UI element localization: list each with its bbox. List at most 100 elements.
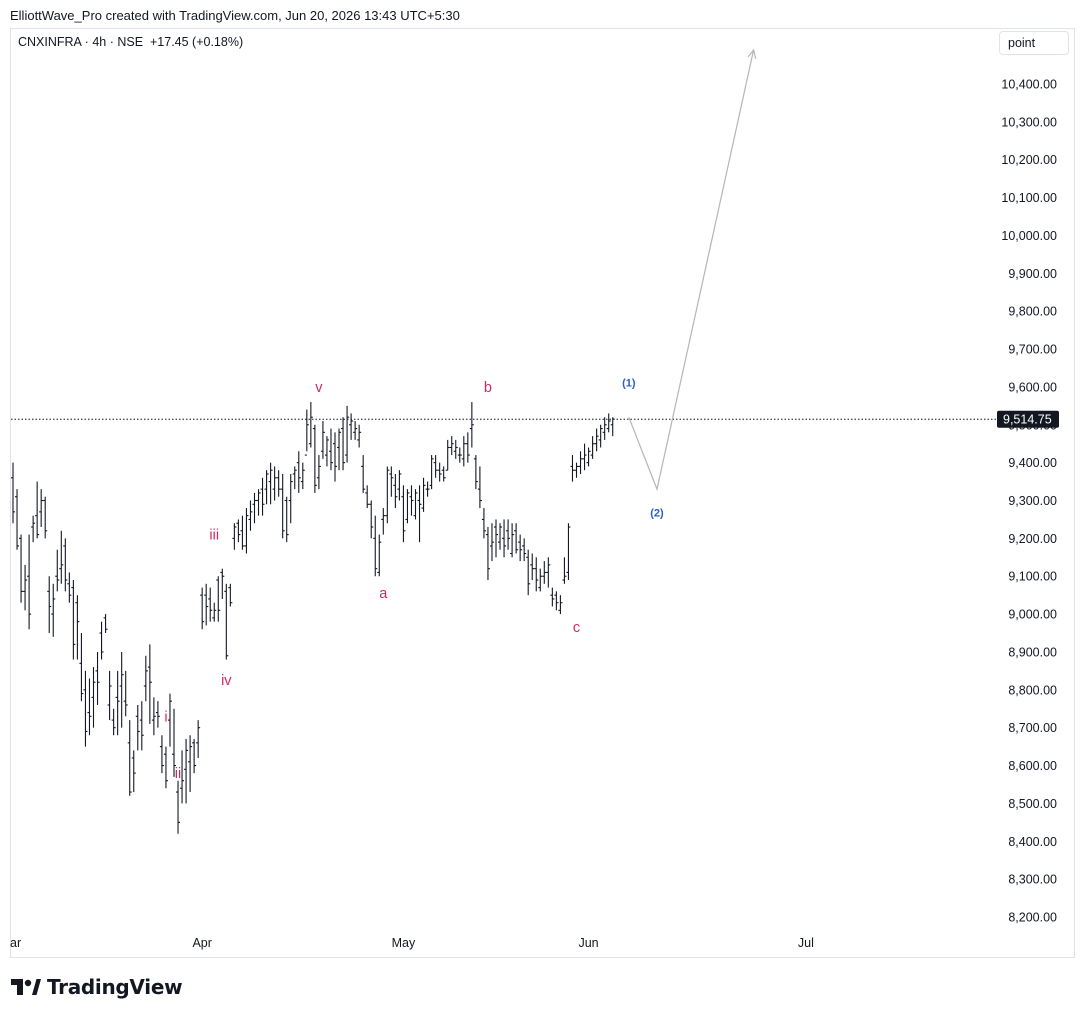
ohlc-bar xyxy=(95,651,100,705)
ohlc-bar xyxy=(477,466,482,509)
ohlc-bar xyxy=(59,530,64,584)
ohlc-bar xyxy=(489,523,494,562)
ohlc-bar xyxy=(610,417,615,437)
projection-line xyxy=(628,49,755,492)
ohlc-bar xyxy=(196,720,201,758)
price-tick-label: 9,200.00 xyxy=(1008,532,1057,546)
chart-frame[interactable] xyxy=(10,28,1075,958)
ohlc-bar xyxy=(111,708,116,736)
ohlc-bar xyxy=(276,470,281,497)
wave-label: c xyxy=(573,620,580,636)
ohlc-bar xyxy=(429,455,434,490)
ohlc-bar xyxy=(405,489,410,524)
ohlc-bar xyxy=(473,455,478,490)
ohlc-bar xyxy=(316,455,321,490)
ohlc-bar xyxy=(538,568,543,592)
ohlc-bar xyxy=(27,534,32,630)
ohlc-bar xyxy=(465,432,470,463)
price-unit-button[interactable]: point xyxy=(999,31,1069,55)
ohlc-bar xyxy=(260,477,265,516)
ohlc-bar xyxy=(554,591,559,611)
ohlc-bar xyxy=(123,670,128,717)
ohlc-bar xyxy=(131,750,136,793)
ohlc-bar xyxy=(578,451,583,474)
ohlc-bar xyxy=(534,557,539,592)
price-tick-label: 10,300.00 xyxy=(1001,115,1057,129)
price-tick-label: 8,300.00 xyxy=(1008,873,1057,887)
ohlc-bar xyxy=(413,489,418,520)
symbol-change: +17.45 (+0.18%) xyxy=(149,35,244,49)
ohlc-bar xyxy=(176,780,181,834)
ohlc-bar xyxy=(433,455,438,478)
ohlc-bar xyxy=(143,655,148,702)
symbol-exchange: NSE xyxy=(117,35,144,49)
price-tick-label: 8,400.00 xyxy=(1008,835,1057,849)
price-tick-label: 9,900.00 xyxy=(1008,267,1057,281)
ohlc-bar xyxy=(353,420,358,440)
ohlc-bar xyxy=(514,523,519,554)
ohlc-bar xyxy=(389,466,394,497)
ohlc-bar xyxy=(373,515,378,577)
ohlc-bar xyxy=(167,693,172,747)
wave-label: (1) xyxy=(622,377,636,389)
ohlc-bar xyxy=(119,651,124,728)
ohlc-bar xyxy=(300,462,305,490)
time-tick-label: Jun xyxy=(578,936,598,950)
ohlc-bar xyxy=(248,500,253,531)
symbol-legend[interactable]: CNXINFRA · 4h · NSE +17.45 (+0.18%) xyxy=(18,35,244,49)
ohlc-bar xyxy=(224,583,229,660)
ohlc-bar xyxy=(296,451,301,493)
ohlc-bar xyxy=(530,553,535,581)
ohlc-bar xyxy=(79,633,84,702)
price-tick-label: 8,700.00 xyxy=(1008,721,1057,735)
price-tick-label: 10,200.00 xyxy=(1001,153,1057,167)
ohlc-bar xyxy=(31,515,36,543)
ohlc-bar xyxy=(494,519,498,558)
ohlc-bar xyxy=(333,432,337,482)
ohlc-bar xyxy=(598,424,603,448)
ohlc-bar xyxy=(11,462,15,524)
ohlc-bar xyxy=(216,576,221,622)
ohlc-bar xyxy=(510,523,515,558)
ohlc-bar xyxy=(264,470,269,505)
ohlc-bar xyxy=(91,667,96,728)
ohlc-bar xyxy=(606,413,611,433)
time-tick-label: Apr xyxy=(192,936,211,950)
ohlc-bar xyxy=(107,670,112,721)
ohlc-bar xyxy=(522,538,527,562)
ohlc-bar xyxy=(324,436,329,467)
ohlc-bar xyxy=(381,508,386,535)
ohlc-bar xyxy=(441,466,446,482)
ohlc-bar xyxy=(151,697,156,736)
ohlc-bar xyxy=(200,587,205,630)
ohlc-bar xyxy=(445,439,450,471)
ohlc-bars xyxy=(11,402,615,834)
tradingview-logo-text: TradingView xyxy=(47,975,183,999)
ohlc-bar xyxy=(502,519,507,558)
ohlc-bar xyxy=(87,678,92,736)
ohlc-bar xyxy=(75,595,80,660)
wave-label: a xyxy=(379,586,388,602)
price-tick-label: 10,000.00 xyxy=(1001,229,1057,243)
ohlc-bar xyxy=(397,470,402,501)
ohlc-bar xyxy=(236,519,241,543)
ohlc-bar xyxy=(550,587,555,607)
ohlc-bar xyxy=(288,473,293,524)
ohlc-bar xyxy=(184,739,189,804)
price-tick-label: 10,400.00 xyxy=(1001,78,1057,92)
ohlc-bar xyxy=(71,580,76,660)
ohlc-bar xyxy=(180,750,185,804)
tradingview-logo[interactable]: TradingView xyxy=(11,975,183,999)
ohlc-bar xyxy=(377,534,382,577)
ohlc-bar xyxy=(586,447,591,467)
ohlc-bar xyxy=(67,572,72,603)
ohlc-bar xyxy=(518,534,523,562)
ohlc-bar xyxy=(83,670,88,747)
ohlc-bar xyxy=(172,708,176,777)
ohlc-bar xyxy=(268,462,273,505)
ohlc-bar xyxy=(39,489,44,528)
ohlc-bar xyxy=(103,614,108,634)
price-tick-label: 8,500.00 xyxy=(1008,797,1057,811)
